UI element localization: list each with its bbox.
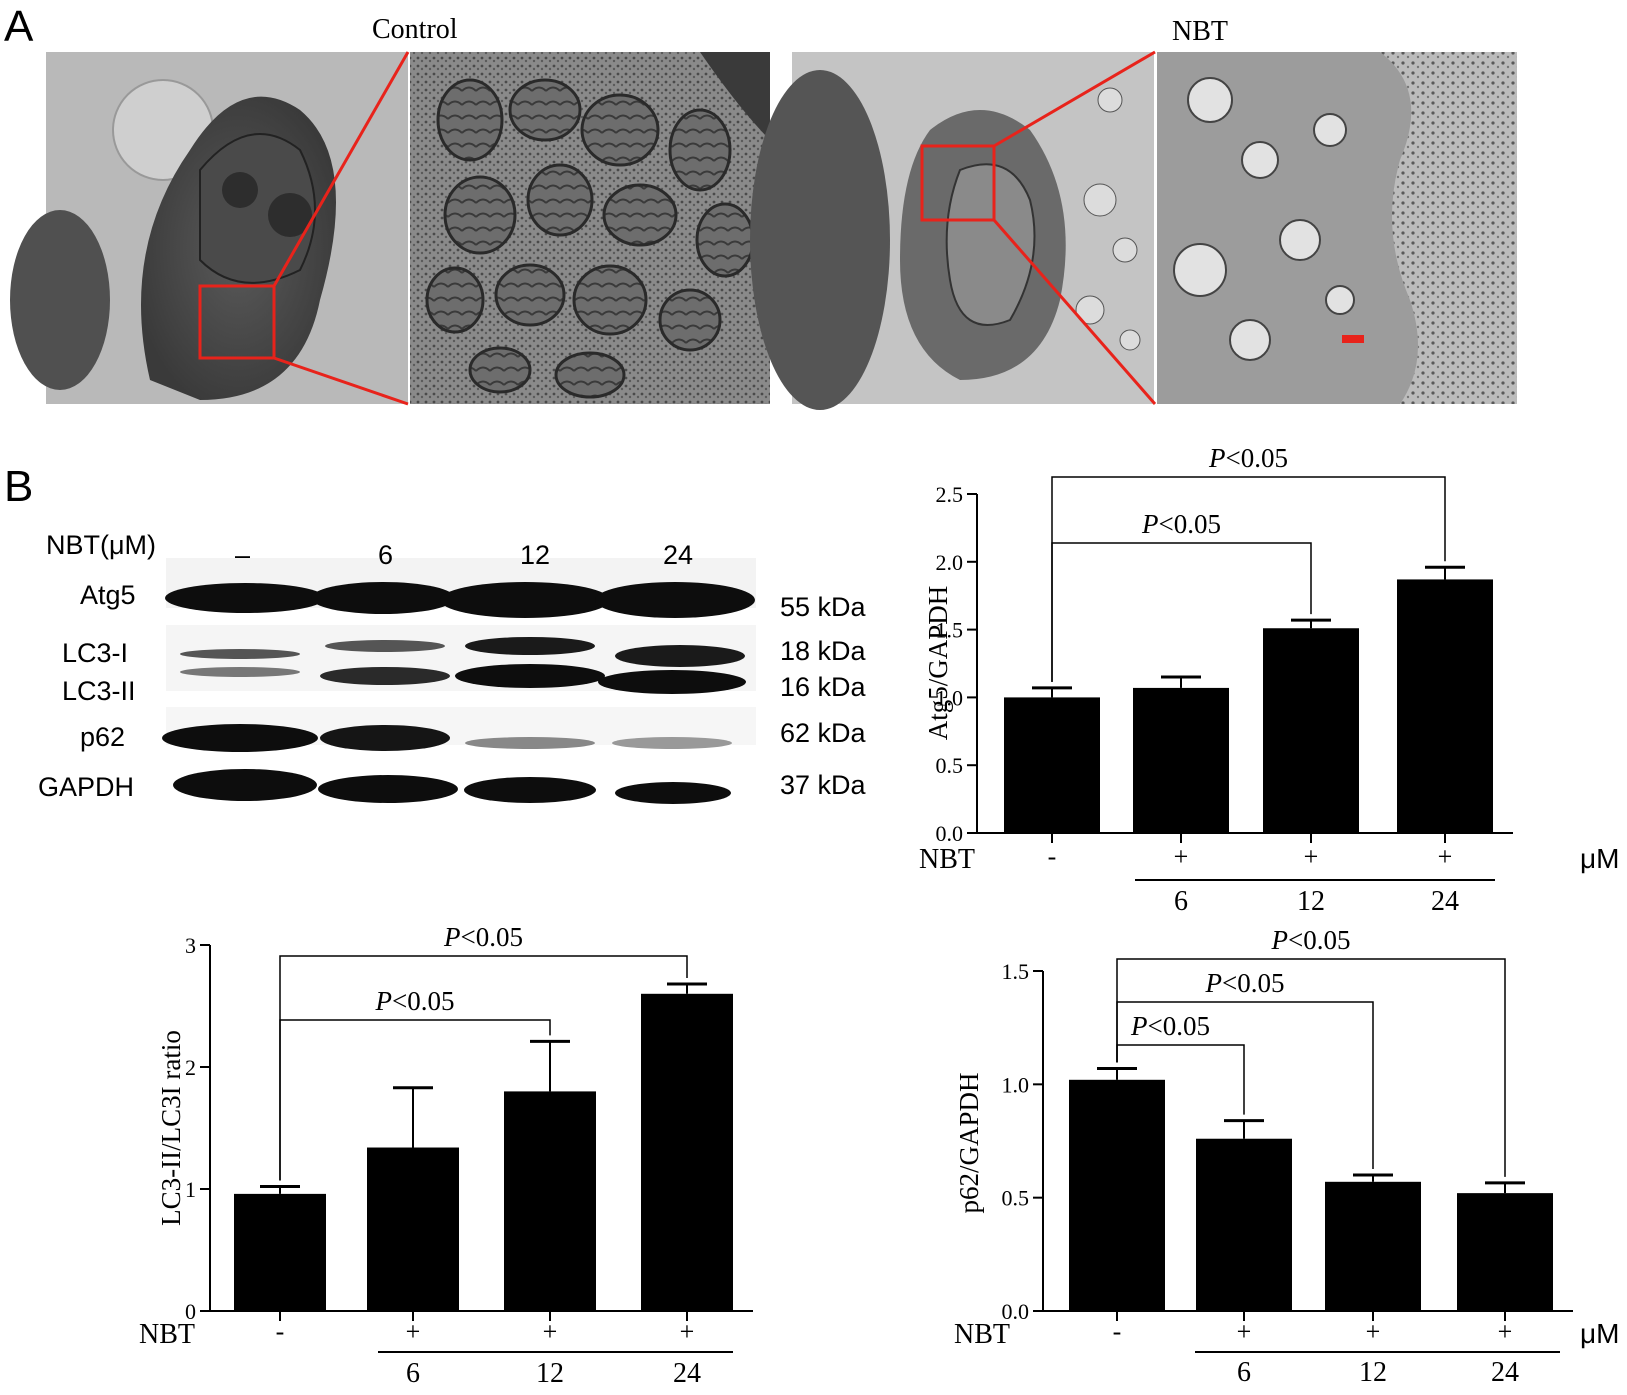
blot-lane-6: 6 [378, 540, 394, 570]
treatment-label: NBT [919, 844, 975, 875]
category-label: 24 [1491, 1357, 1519, 1388]
em-control-overview [10, 52, 408, 404]
blot-kda-atg5: 55 kDa [780, 592, 866, 622]
western-blot [162, 558, 756, 807]
category-label: 12 [536, 1358, 564, 1389]
blot-row-label-atg5: Atg5 [80, 580, 136, 610]
bar [367, 1147, 459, 1311]
y-tick-label: 1.0 [936, 685, 964, 710]
blot-kda-lc3-ii: 16 kDa [780, 672, 866, 702]
significance-label: P<0.05 [1271, 925, 1351, 955]
y-tick-label: 0.0 [936, 821, 964, 846]
unit-label: μM [1580, 843, 1619, 874]
bar [1397, 579, 1493, 833]
y-tick-label: 0.5 [1002, 1186, 1030, 1211]
chart-3: 0.0 0.5 1.0 1.5 p62/GAPDH - +6 +12 +24 NBT μM P<0.0… [954, 925, 1619, 1388]
control-title: Control [372, 14, 458, 45]
blot-row-label-p62: p62 [80, 722, 126, 752]
bar [1196, 1138, 1292, 1311]
treatment-mark: + [1237, 1317, 1252, 1346]
category-label: 24 [1431, 886, 1459, 917]
treatment-mark: + [680, 1317, 695, 1346]
blot-header-label: NBT(μM) [46, 530, 157, 560]
y-tick-label: 1.0 [1002, 1072, 1030, 1097]
treatment-label: NBT [954, 1319, 1010, 1350]
significance-label: P<0.05 [375, 986, 455, 1016]
panel-b-letter: B [4, 462, 34, 511]
treatment-mark: + [1498, 1317, 1513, 1346]
y-tick-label: 3 [185, 933, 196, 958]
y-tick-label: 2.0 [936, 550, 964, 575]
significance-label: P<0.05 [443, 922, 523, 952]
blot-kda-lc3-i: 18 kDa [780, 636, 866, 666]
treatment-mark: + [406, 1317, 421, 1346]
nbt-zoom-line-bottom [992, 219, 1157, 405]
bar [1325, 1181, 1421, 1311]
category-label: 24 [673, 1358, 701, 1389]
chart-1: 0.0 0.5 1.0 1.5 2.0 2.5 Atg5/GAPDH - +6 +12 +24 NBT… [919, 443, 1619, 917]
blot-kda-gapdh: 37 kDa [780, 770, 866, 800]
y-axis-label: p62/GAPDH [954, 1072, 984, 1213]
category-label: 6 [1237, 1357, 1251, 1388]
y-tick-label: 0.5 [936, 753, 964, 778]
treatment-mark: - [276, 1317, 285, 1346]
y-tick-label: 2 [185, 1055, 196, 1080]
em-nbt-zoom [1157, 52, 1517, 404]
bar [1263, 628, 1359, 833]
y-axis-label: Atg5/GAPDH [923, 586, 953, 741]
blot-lane-12: 12 [520, 540, 551, 570]
bar [1457, 1193, 1553, 1311]
blot-lane-24: 24 [663, 540, 694, 570]
nbt-title: NBT [1172, 16, 1228, 47]
significance-label: P<0.05 [1130, 1011, 1210, 1041]
unit-label: μM [1580, 1318, 1619, 1349]
y-tick-label: 0 [185, 1299, 196, 1324]
blot-row-label-lc3-ii: LC3-II [62, 676, 136, 706]
blot-kda-p62: 62 kDa [780, 718, 866, 748]
y-tick-label: 0.0 [1002, 1299, 1030, 1324]
treatment-mark: - [1113, 1317, 1122, 1346]
blot-row-label-lc3-i: LC3-I [62, 638, 129, 668]
bar [1004, 697, 1100, 833]
y-tick-label: 1.5 [1002, 959, 1030, 984]
category-label: 6 [406, 1358, 420, 1389]
control-roi-box [198, 284, 276, 360]
bar [1133, 687, 1229, 833]
significance-label: P<0.05 [1205, 968, 1285, 998]
nbt-zoom-line-top [993, 50, 1156, 148]
treatment-mark: - [1048, 842, 1057, 871]
em-nbt-overview [750, 52, 1154, 410]
bar [1069, 1079, 1165, 1311]
category-label: 6 [1174, 886, 1188, 917]
significance-bracket [1051, 476, 1446, 682]
significance-label: P<0.05 [1208, 443, 1288, 473]
blot-lane-control: – [235, 540, 251, 570]
treatment-label: NBT [139, 1319, 195, 1350]
em-control-zoom [410, 52, 770, 404]
control-zoom-line-bottom [273, 356, 409, 406]
treatment-mark: + [1174, 842, 1189, 871]
category-label: 12 [1359, 1357, 1387, 1388]
significance-label: P<0.05 [1141, 509, 1221, 539]
significance-bracket [279, 955, 688, 1181]
control-zoom-line-top [272, 51, 410, 287]
treatment-mark: + [1366, 1317, 1381, 1346]
nbt-roi-box [920, 144, 996, 222]
category-label: 12 [1297, 886, 1325, 917]
panel-a-letter: A [4, 2, 34, 51]
treatment-mark: + [1438, 842, 1453, 871]
y-tick-label: 1.5 [936, 618, 964, 643]
bar [641, 993, 733, 1311]
bar [234, 1193, 326, 1311]
y-tick-label: 1 [185, 1177, 196, 1202]
treatment-mark: + [543, 1317, 558, 1346]
blot-row-label-gapdh: GAPDH [38, 772, 135, 802]
treatment-mark: + [1304, 842, 1319, 871]
y-tick-label: 2.5 [936, 482, 964, 507]
bar [504, 1091, 596, 1311]
significance-bracket [1116, 958, 1506, 1177]
y-axis-label: LC3-II/LC3I ratio [156, 1030, 186, 1226]
